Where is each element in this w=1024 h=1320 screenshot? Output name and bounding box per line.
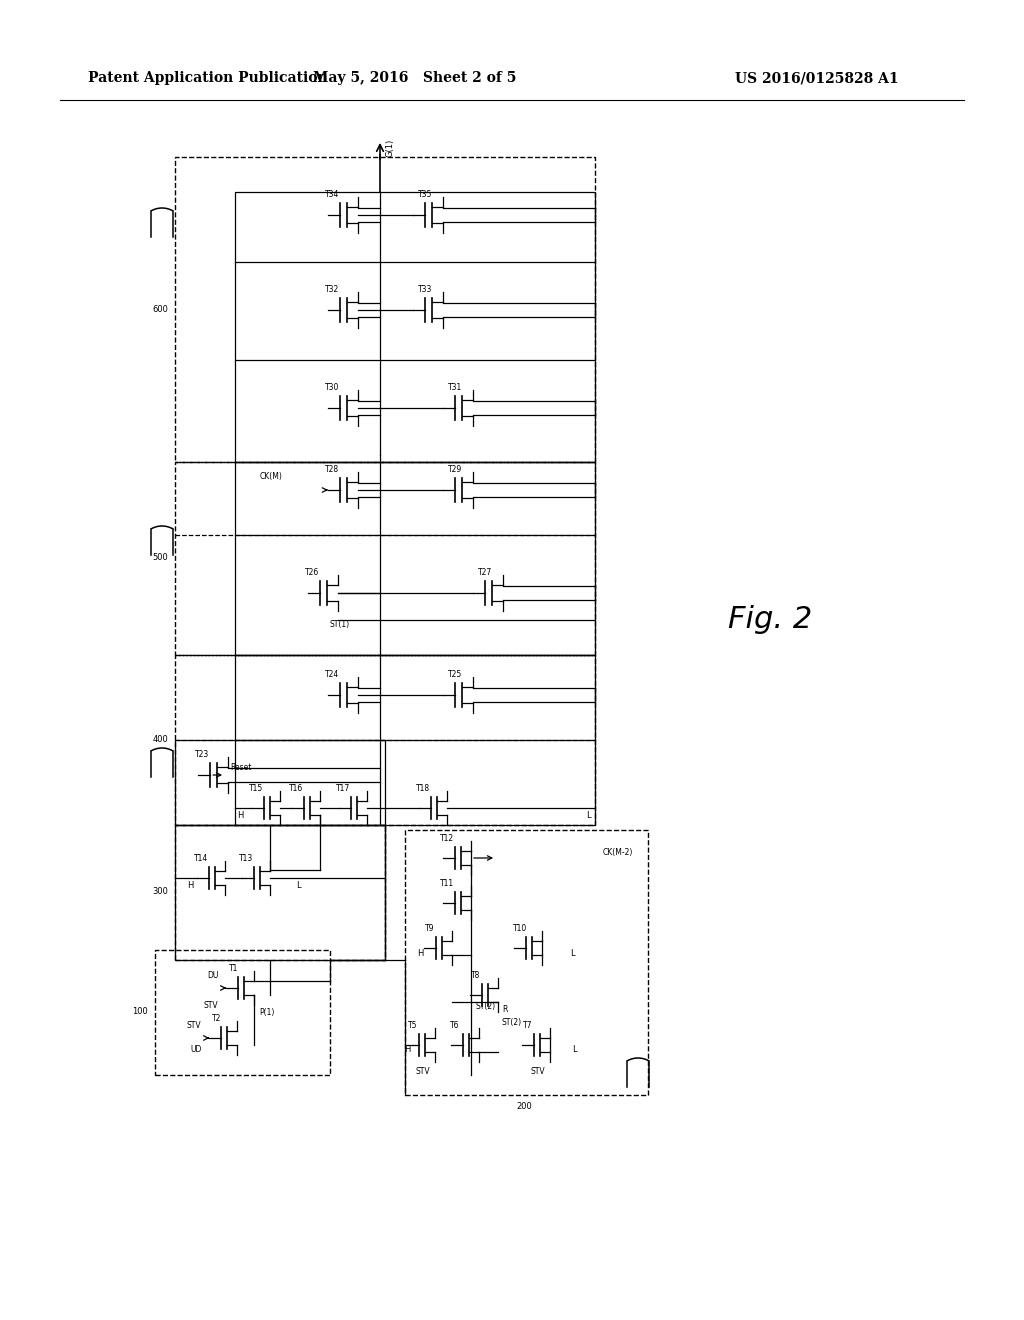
Text: Reset: Reset [230, 763, 251, 772]
Text: May 5, 2016   Sheet 2 of 5: May 5, 2016 Sheet 2 of 5 [313, 71, 517, 84]
Text: L: L [571, 1045, 577, 1055]
Text: 300: 300 [153, 887, 168, 896]
Text: Patent Application Publication: Patent Application Publication [88, 71, 328, 84]
Text: T10: T10 [513, 924, 527, 933]
Text: 200: 200 [516, 1102, 531, 1111]
Text: T35: T35 [418, 190, 432, 199]
Text: ST(2): ST(2) [476, 1002, 496, 1011]
Text: STV: STV [186, 1020, 202, 1030]
Text: H: H [186, 880, 194, 890]
Text: T16: T16 [289, 784, 303, 793]
Bar [155, 950, 330, 1074]
Text: 600: 600 [153, 305, 168, 314]
Bar [175, 157, 595, 462]
Text: STV: STV [204, 1001, 218, 1010]
Text: STV: STV [416, 1068, 430, 1077]
Text: T9: T9 [425, 924, 435, 933]
Text: L: L [296, 880, 300, 890]
Text: T27: T27 [478, 568, 493, 577]
Text: STV: STV [530, 1068, 546, 1077]
Text: H: H [417, 949, 423, 957]
Text: DU: DU [207, 972, 218, 981]
Text: T31: T31 [447, 383, 462, 392]
Text: T24: T24 [325, 671, 339, 678]
Text: US 2016/0125828 A1: US 2016/0125828 A1 [735, 71, 899, 84]
Text: Fig. 2: Fig. 2 [728, 606, 812, 635]
Text: T13: T13 [239, 854, 253, 863]
Text: T2: T2 [212, 1014, 221, 1023]
Text: T33: T33 [418, 285, 432, 294]
Text: G(1): G(1) [385, 139, 394, 157]
Text: T11: T11 [440, 879, 454, 888]
Text: L: L [586, 810, 590, 820]
Text: T25: T25 [447, 671, 462, 678]
Text: T8: T8 [471, 972, 480, 979]
Bar [234, 462, 595, 655]
Text: T15: T15 [249, 784, 263, 793]
Text: H: H [237, 810, 243, 820]
Text: CK(M): CK(M) [260, 471, 283, 480]
Text: T26: T26 [305, 568, 319, 577]
Text: L: L [569, 949, 574, 957]
Text: 500: 500 [153, 553, 168, 562]
Text: T6: T6 [451, 1020, 460, 1030]
Text: P(1): P(1) [259, 1007, 274, 1016]
Text: T1: T1 [229, 964, 239, 973]
Text: T23: T23 [195, 750, 209, 759]
Text: T34: T34 [325, 190, 339, 199]
Text: ST(1): ST(1) [330, 620, 350, 630]
Text: T7: T7 [523, 1020, 532, 1030]
Text: R: R [502, 1006, 507, 1015]
Text: 100: 100 [132, 1007, 148, 1016]
Bar [406, 830, 648, 1096]
Text: T32: T32 [325, 285, 339, 294]
Text: T30: T30 [325, 383, 339, 392]
Text: 400: 400 [153, 735, 168, 744]
Bar [234, 655, 595, 825]
Text: CK(M-2): CK(M-2) [603, 849, 634, 858]
Text: UD: UD [190, 1045, 202, 1055]
Bar [175, 462, 595, 655]
Text: ST(2): ST(2) [501, 1018, 521, 1027]
Bar [175, 825, 385, 960]
Text: T5: T5 [409, 1020, 418, 1030]
Text: T18: T18 [416, 784, 430, 793]
Bar [175, 741, 385, 825]
Bar [175, 655, 595, 825]
Text: T12: T12 [440, 834, 454, 843]
Bar [175, 825, 385, 960]
Bar [234, 191, 595, 462]
Text: T29: T29 [447, 465, 462, 474]
Text: H: H [403, 1045, 411, 1055]
Text: T14: T14 [194, 854, 208, 863]
Text: T28: T28 [325, 465, 339, 474]
Text: T17: T17 [336, 784, 350, 793]
